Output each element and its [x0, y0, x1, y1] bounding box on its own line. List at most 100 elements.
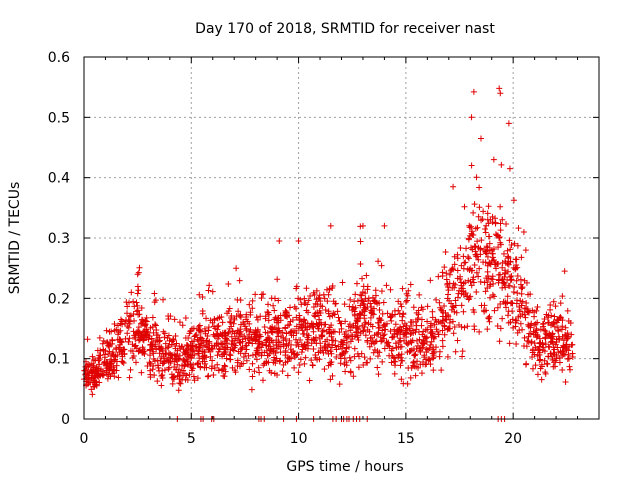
data-point [303, 331, 310, 338]
data-point [196, 355, 203, 362]
data-point [374, 348, 381, 355]
data-point [374, 364, 381, 371]
data-point [203, 315, 210, 322]
data-point [165, 312, 172, 319]
data-point [124, 330, 131, 337]
data-point [397, 337, 404, 344]
data-point [227, 352, 234, 359]
data-point [297, 336, 304, 343]
data-point [460, 288, 467, 295]
data-point [96, 379, 103, 386]
data-point [562, 324, 569, 331]
data-point [298, 349, 305, 356]
data-point [327, 361, 334, 368]
data-point [284, 354, 291, 361]
data-point [542, 370, 549, 377]
data-point [508, 273, 515, 280]
data-point [379, 358, 386, 365]
data-point [357, 330, 364, 337]
data-point [556, 359, 563, 366]
data-point [359, 288, 366, 295]
data-point [330, 328, 337, 335]
data-point [104, 375, 111, 382]
data-point [148, 341, 155, 348]
data-point [92, 381, 99, 388]
data-point [548, 338, 555, 345]
data-point [560, 344, 567, 351]
data-point [350, 322, 357, 329]
data-point [517, 320, 524, 327]
data-point [470, 88, 477, 95]
data-point [510, 324, 517, 331]
data-point [312, 351, 319, 358]
data-point [434, 328, 441, 335]
data-point [150, 338, 157, 345]
data-point [466, 266, 473, 273]
plot-frame [83, 56, 600, 420]
data-point [234, 337, 241, 344]
data-point [321, 366, 328, 373]
data-point [351, 298, 358, 305]
data-point [158, 373, 165, 380]
data-point [174, 347, 181, 354]
data-point [525, 309, 532, 316]
data-point [326, 341, 333, 348]
data-point [521, 334, 528, 341]
data-point [394, 331, 401, 338]
data-point [254, 345, 261, 352]
data-point [486, 240, 493, 247]
data-point [413, 326, 420, 333]
data-point [336, 318, 343, 325]
data-point [143, 314, 150, 321]
data-point [553, 319, 560, 326]
data-point [549, 321, 556, 328]
data-point [492, 231, 499, 238]
data-point [160, 296, 167, 303]
data-point [451, 261, 458, 268]
data-point [551, 313, 558, 320]
data-point [181, 370, 188, 377]
data-point [442, 310, 449, 317]
data-point [233, 265, 240, 272]
data-point [461, 259, 468, 266]
data-point [552, 363, 559, 370]
x-axis-label: GPS time / hours [286, 459, 403, 475]
data-point [217, 331, 224, 338]
data-point [355, 364, 362, 371]
data-point [106, 348, 113, 355]
data-point-spike [381, 222, 388, 229]
data-point [431, 333, 438, 340]
data-point [398, 303, 405, 310]
data-point [235, 308, 242, 315]
data-point [324, 298, 331, 305]
data-point [547, 306, 554, 313]
data-point [525, 333, 532, 340]
data-point [417, 348, 424, 355]
data-point [269, 329, 276, 336]
data-point [176, 380, 183, 387]
data-point [409, 362, 416, 369]
data-point [564, 334, 571, 341]
data-point [380, 322, 387, 329]
data-point [566, 355, 573, 362]
data-point [165, 344, 172, 351]
data-point [347, 327, 354, 334]
data-point [264, 352, 271, 359]
data-point [392, 340, 399, 347]
data-point [272, 360, 279, 367]
data-point [239, 338, 246, 345]
data-point [485, 233, 492, 240]
data-point [132, 334, 139, 341]
data-point [267, 325, 274, 332]
data-point [495, 276, 502, 283]
data-point [483, 243, 490, 250]
data-point [194, 360, 201, 367]
data-point [283, 313, 290, 320]
data-point [497, 203, 504, 210]
data-point [536, 357, 543, 364]
data-point [502, 284, 509, 291]
data-point [179, 322, 186, 329]
data-point [293, 283, 300, 290]
data-point [504, 312, 511, 319]
data-point [304, 339, 311, 346]
